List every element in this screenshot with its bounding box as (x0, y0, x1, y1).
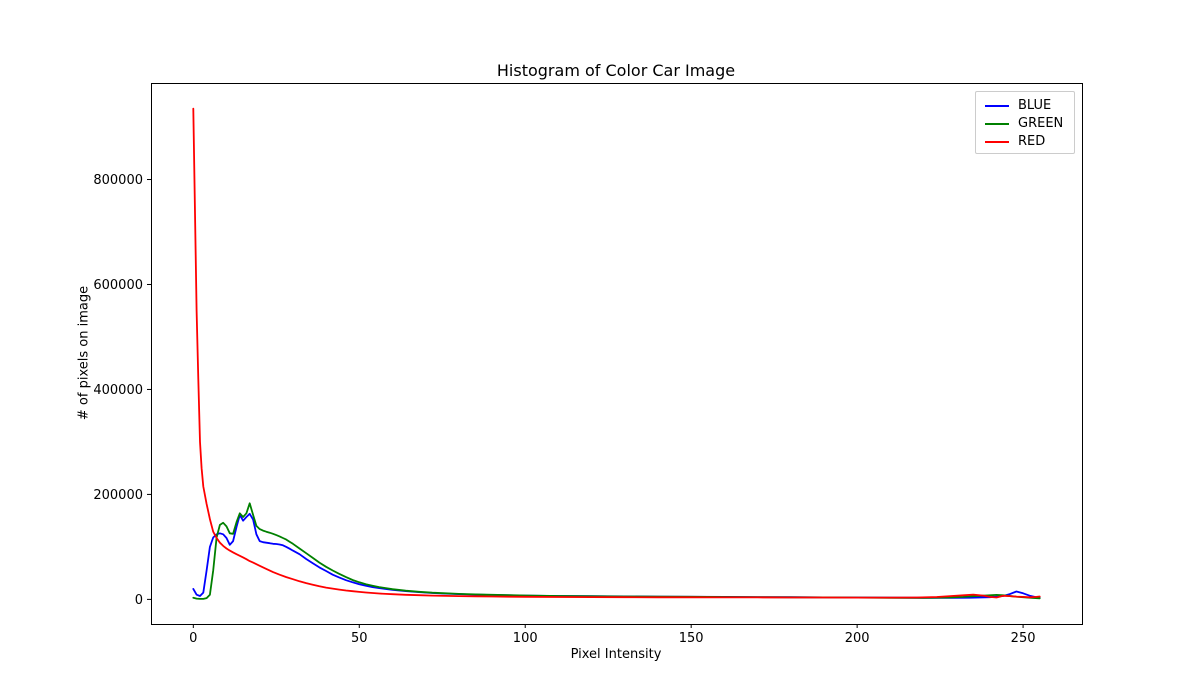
x-tick-label: 0 (189, 631, 197, 646)
legend-line-swatch-green (985, 122, 1009, 125)
x-tick-label: 150 (679, 631, 704, 646)
series-line-green (192, 502, 1041, 600)
legend-line-swatch-red (985, 140, 1009, 143)
x-tick-label: 250 (1011, 631, 1036, 646)
series-line-red (192, 107, 1041, 599)
y-tick-label: 200000 (93, 488, 143, 503)
legend-entry-green: GREEN (985, 115, 1074, 132)
series-line-blue (192, 512, 1041, 599)
legend-line-swatch-blue (985, 104, 1009, 107)
legend: BLUE GREEN RED (975, 91, 1075, 154)
y-tick-label: 0 (135, 593, 143, 608)
plot-frame (151, 83, 1083, 625)
chart-title: Histogram of Color Car Image (496, 61, 736, 80)
legend-entry-red: RED (985, 133, 1074, 150)
y-tick-label: 600000 (93, 278, 143, 293)
x-tick-label: 50 (351, 631, 368, 646)
x-tick-label: 200 (845, 631, 870, 646)
y-tick-label: 400000 (93, 383, 143, 398)
legend-label: GREEN (1018, 116, 1064, 131)
x-axis-label: Pixel Intensity (570, 647, 662, 662)
legend-entry-blue: BLUE (985, 97, 1074, 114)
y-axis-label: # of pixels on image (76, 285, 92, 421)
y-tick-label: 800000 (93, 173, 143, 188)
x-tick-label: 100 (513, 631, 538, 646)
legend-label: BLUE (1018, 98, 1052, 113)
legend-label: RED (1018, 134, 1046, 149)
